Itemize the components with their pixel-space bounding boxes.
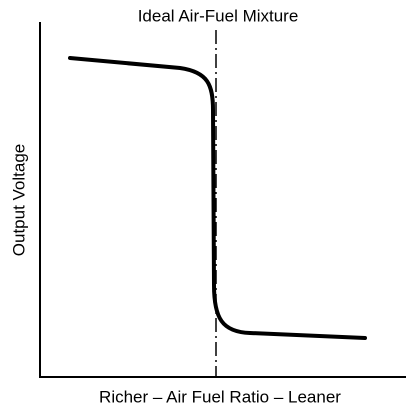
voltage-curve bbox=[68, 56, 367, 340]
x-axis-label: Richer – Air Fuel Ratio – Leaner bbox=[99, 387, 341, 406]
y-axis-label: Output Voltage bbox=[9, 144, 28, 256]
title: Ideal Air-Fuel Mixture bbox=[138, 6, 299, 25]
